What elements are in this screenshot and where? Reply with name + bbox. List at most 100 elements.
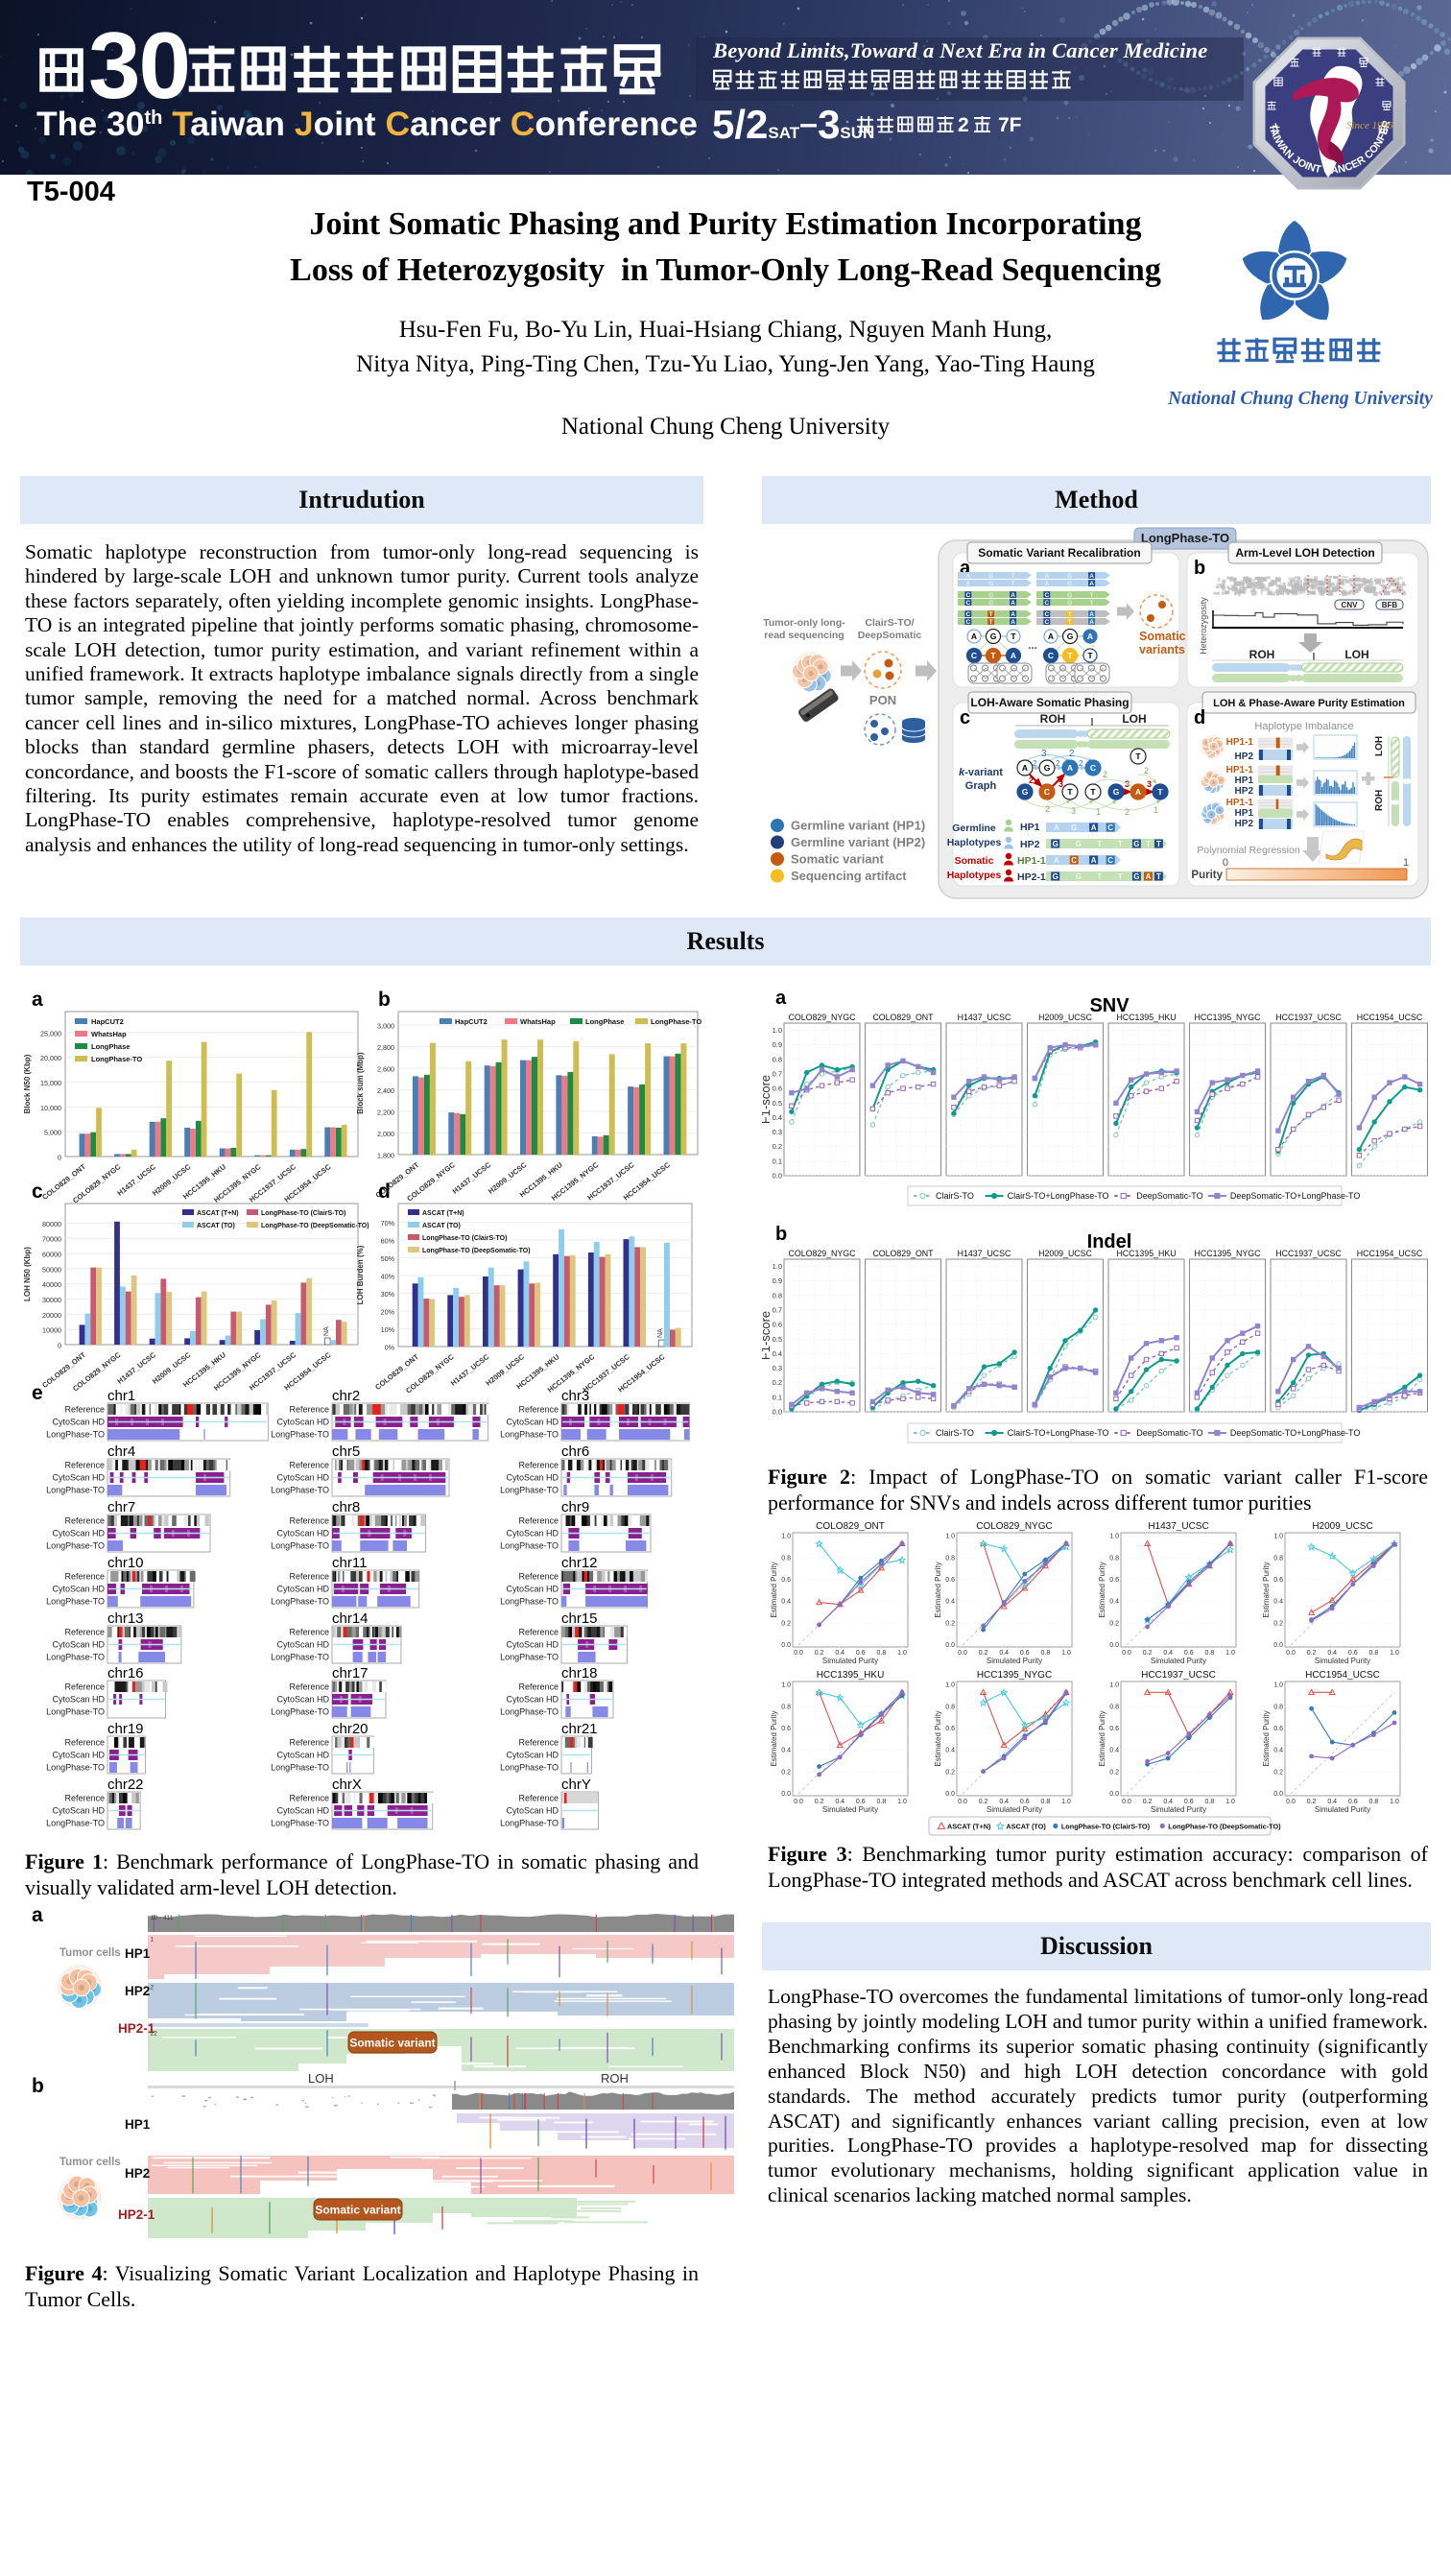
svg-text:5,000: 5,000 <box>44 1129 61 1137</box>
svg-text:LOH-Aware Somatic Phasing: LOH-Aware Somatic Phasing <box>970 696 1129 709</box>
svg-text:Germline: Germline <box>952 823 996 834</box>
svg-text:chrY: chrY <box>561 1777 591 1793</box>
svg-text:ASCAT (TO): ASCAT (TO) <box>422 1223 461 1229</box>
svg-text:CNV: CNV <box>1342 601 1359 609</box>
svg-text:C: C <box>1090 763 1096 773</box>
svg-text:G: G <box>990 632 997 641</box>
svg-text:0.4: 0.4 <box>835 1650 844 1657</box>
svg-text:LongPhase-TO: LongPhase-TO <box>46 1430 105 1440</box>
svg-text:ASCAT (TO): ASCAT (TO) <box>197 1223 235 1229</box>
svg-text:0: 0 <box>58 1154 61 1162</box>
svg-text:LongPhase-TO: LongPhase-TO <box>271 1597 329 1607</box>
svg-text:ClairS-TO/: ClairS-TO/ <box>865 617 914 629</box>
svg-text:0.8: 0.8 <box>1273 1555 1283 1562</box>
svg-text:0.1: 0.1 <box>773 1157 782 1165</box>
svg-text:C: C <box>1107 823 1113 832</box>
svg-text:Haplotype Imbalance: Haplotype Imbalance <box>1254 721 1353 732</box>
svg-text:ROH: ROH <box>1374 790 1385 811</box>
svg-text:T: T <box>1090 787 1096 797</box>
svg-text:LongPhase-TO: LongPhase-TO <box>46 1653 105 1662</box>
svg-text:0.0: 0.0 <box>1286 1650 1296 1657</box>
svg-text:chr11: chr11 <box>332 1555 367 1571</box>
svg-text:T: T <box>989 611 993 618</box>
svg-text:Reference: Reference <box>289 1794 329 1803</box>
svg-text:Somatic variant: Somatic variant <box>315 2204 400 2217</box>
svg-text:Germline variant (HP1): Germline variant (HP1) <box>791 819 925 833</box>
svg-text:COLO829_ONT: COLO829_ONT <box>872 1249 934 1258</box>
svg-text:0.6: 0.6 <box>781 1577 791 1584</box>
svg-text:0.0: 0.0 <box>1109 1791 1119 1798</box>
svg-text:0.0: 0.0 <box>958 1799 967 1805</box>
svg-text:chr2: chr2 <box>332 1388 360 1404</box>
svg-text:HP2: HP2 <box>1235 819 1254 829</box>
svg-text:LongPhase-TO (ClairS-TO): LongPhase-TO (ClairS-TO) <box>422 1235 507 1242</box>
svg-text:Simulated Purity: Simulated Purity <box>1151 1805 1206 1814</box>
svg-text:1: 1 <box>1403 857 1409 869</box>
svg-text:1.0: 1.0 <box>945 1534 955 1540</box>
svg-text:1.0: 1.0 <box>781 1682 791 1689</box>
svg-text:2: 2 <box>1029 775 1034 785</box>
svg-text:C: C <box>965 592 970 599</box>
svg-text:0.8: 0.8 <box>877 1650 887 1657</box>
svg-text:Somatic: Somatic <box>955 855 994 867</box>
svg-text:Somatic: Somatic <box>1139 630 1186 643</box>
svg-text:Tumor cells: Tumor cells <box>59 1947 121 1959</box>
svg-text:LongPhase-TO: LongPhase-TO <box>500 1707 559 1717</box>
svg-text:Simulated Purity: Simulated Purity <box>822 1805 878 1814</box>
svg-text:WhatsHap: WhatsHap <box>520 1017 556 1026</box>
svg-text:A: A <box>1048 632 1054 641</box>
svg-text:0.4: 0.4 <box>781 1748 791 1754</box>
svg-text:read sequencing: read sequencing <box>764 630 844 641</box>
svg-text:H1437_UCSC: H1437_UCSC <box>958 1013 1011 1022</box>
svg-text:0.6: 0.6 <box>1273 1726 1283 1732</box>
svg-text:T: T <box>1068 611 1072 618</box>
svg-text:HCC1954_UCSC: HCC1954_UCSC <box>1305 1670 1380 1681</box>
svg-text:Estimated Purity: Estimated Purity <box>934 1710 942 1766</box>
svg-text:Estimated Purity: Estimated Purity <box>770 1710 778 1766</box>
svg-text:H2009_UCSC: H2009_UCSC <box>1038 1249 1092 1258</box>
svg-text:G: G <box>1133 872 1139 881</box>
svg-text:0.2: 0.2 <box>979 1650 988 1657</box>
svg-text:A: A <box>965 581 970 587</box>
svg-text:LongPhase-TO: LongPhase-TO <box>46 1707 105 1717</box>
svg-text:60%: 60% <box>381 1237 395 1246</box>
svg-text:2: 2 <box>1144 766 1149 775</box>
svg-text:20%: 20% <box>381 1308 395 1317</box>
svg-text:HP1-1: HP1-1 <box>1226 798 1254 808</box>
svg-text:30%: 30% <box>381 1290 395 1299</box>
svg-text:Reference: Reference <box>518 1572 559 1582</box>
svg-text:G: G <box>1071 823 1077 832</box>
svg-text:LongPhase-TO: LongPhase-TO <box>271 1486 329 1495</box>
svg-text:CytoScan HD: CytoScan HD <box>52 1418 105 1427</box>
svg-text:PON: PON <box>869 693 896 707</box>
svg-text:chr20: chr20 <box>332 1721 369 1737</box>
svg-text:chr3: chr3 <box>561 1388 589 1404</box>
svg-text:CytoScan HD: CytoScan HD <box>506 1418 559 1427</box>
svg-text:ASCAT (TO): ASCAT (TO) <box>1006 1823 1046 1831</box>
svg-text:e: e <box>32 1382 43 1404</box>
svg-text:DeepSomatic-TO: DeepSomatic-TO <box>1136 1428 1202 1438</box>
svg-text:LongPhase-TO (DeepSomatic-TO): LongPhase-TO (DeepSomatic-TO) <box>422 1248 531 1254</box>
svg-text:15,000: 15,000 <box>40 1079 61 1087</box>
svg-text:2: 2 <box>1045 804 1050 814</box>
svg-text:CytoScan HD: CytoScan HD <box>276 1640 329 1650</box>
svg-text:1.0: 1.0 <box>1061 1650 1071 1657</box>
svg-text:0.0: 0.0 <box>945 1791 955 1798</box>
svg-text:CytoScan HD: CytoScan HD <box>52 1640 105 1650</box>
svg-text:chr13: chr13 <box>107 1610 144 1627</box>
svg-text:0.2: 0.2 <box>781 1620 791 1627</box>
svg-text:1.0: 1.0 <box>897 1799 907 1805</box>
svg-text:ClairS-TO+LongPhase-TO: ClairS-TO+LongPhase-TO <box>1008 1428 1109 1438</box>
svg-text:0.0: 0.0 <box>1122 1650 1131 1657</box>
svg-text:Estimated Purity: Estimated Purity <box>770 1562 778 1617</box>
svg-text:Somatic variant: Somatic variant <box>791 852 884 867</box>
svg-text:C: C <box>1048 651 1054 660</box>
svg-text:chr17: chr17 <box>332 1665 369 1682</box>
svg-text:chr10: chr10 <box>107 1555 144 1571</box>
svg-text:Purity: Purity <box>1191 870 1223 881</box>
svg-text:LongPhase-TO: LongPhase-TO <box>271 1653 329 1662</box>
svg-text:Block N50 (Kbp): Block N50 (Kbp) <box>23 1054 32 1113</box>
svg-text:LongPhase: LongPhase <box>91 1042 130 1051</box>
svg-text:A: A <box>1089 573 1094 580</box>
svg-text:LongPhase-TO (DeepSomatic-TO): LongPhase-TO (DeepSomatic-TO) <box>1168 1823 1281 1831</box>
